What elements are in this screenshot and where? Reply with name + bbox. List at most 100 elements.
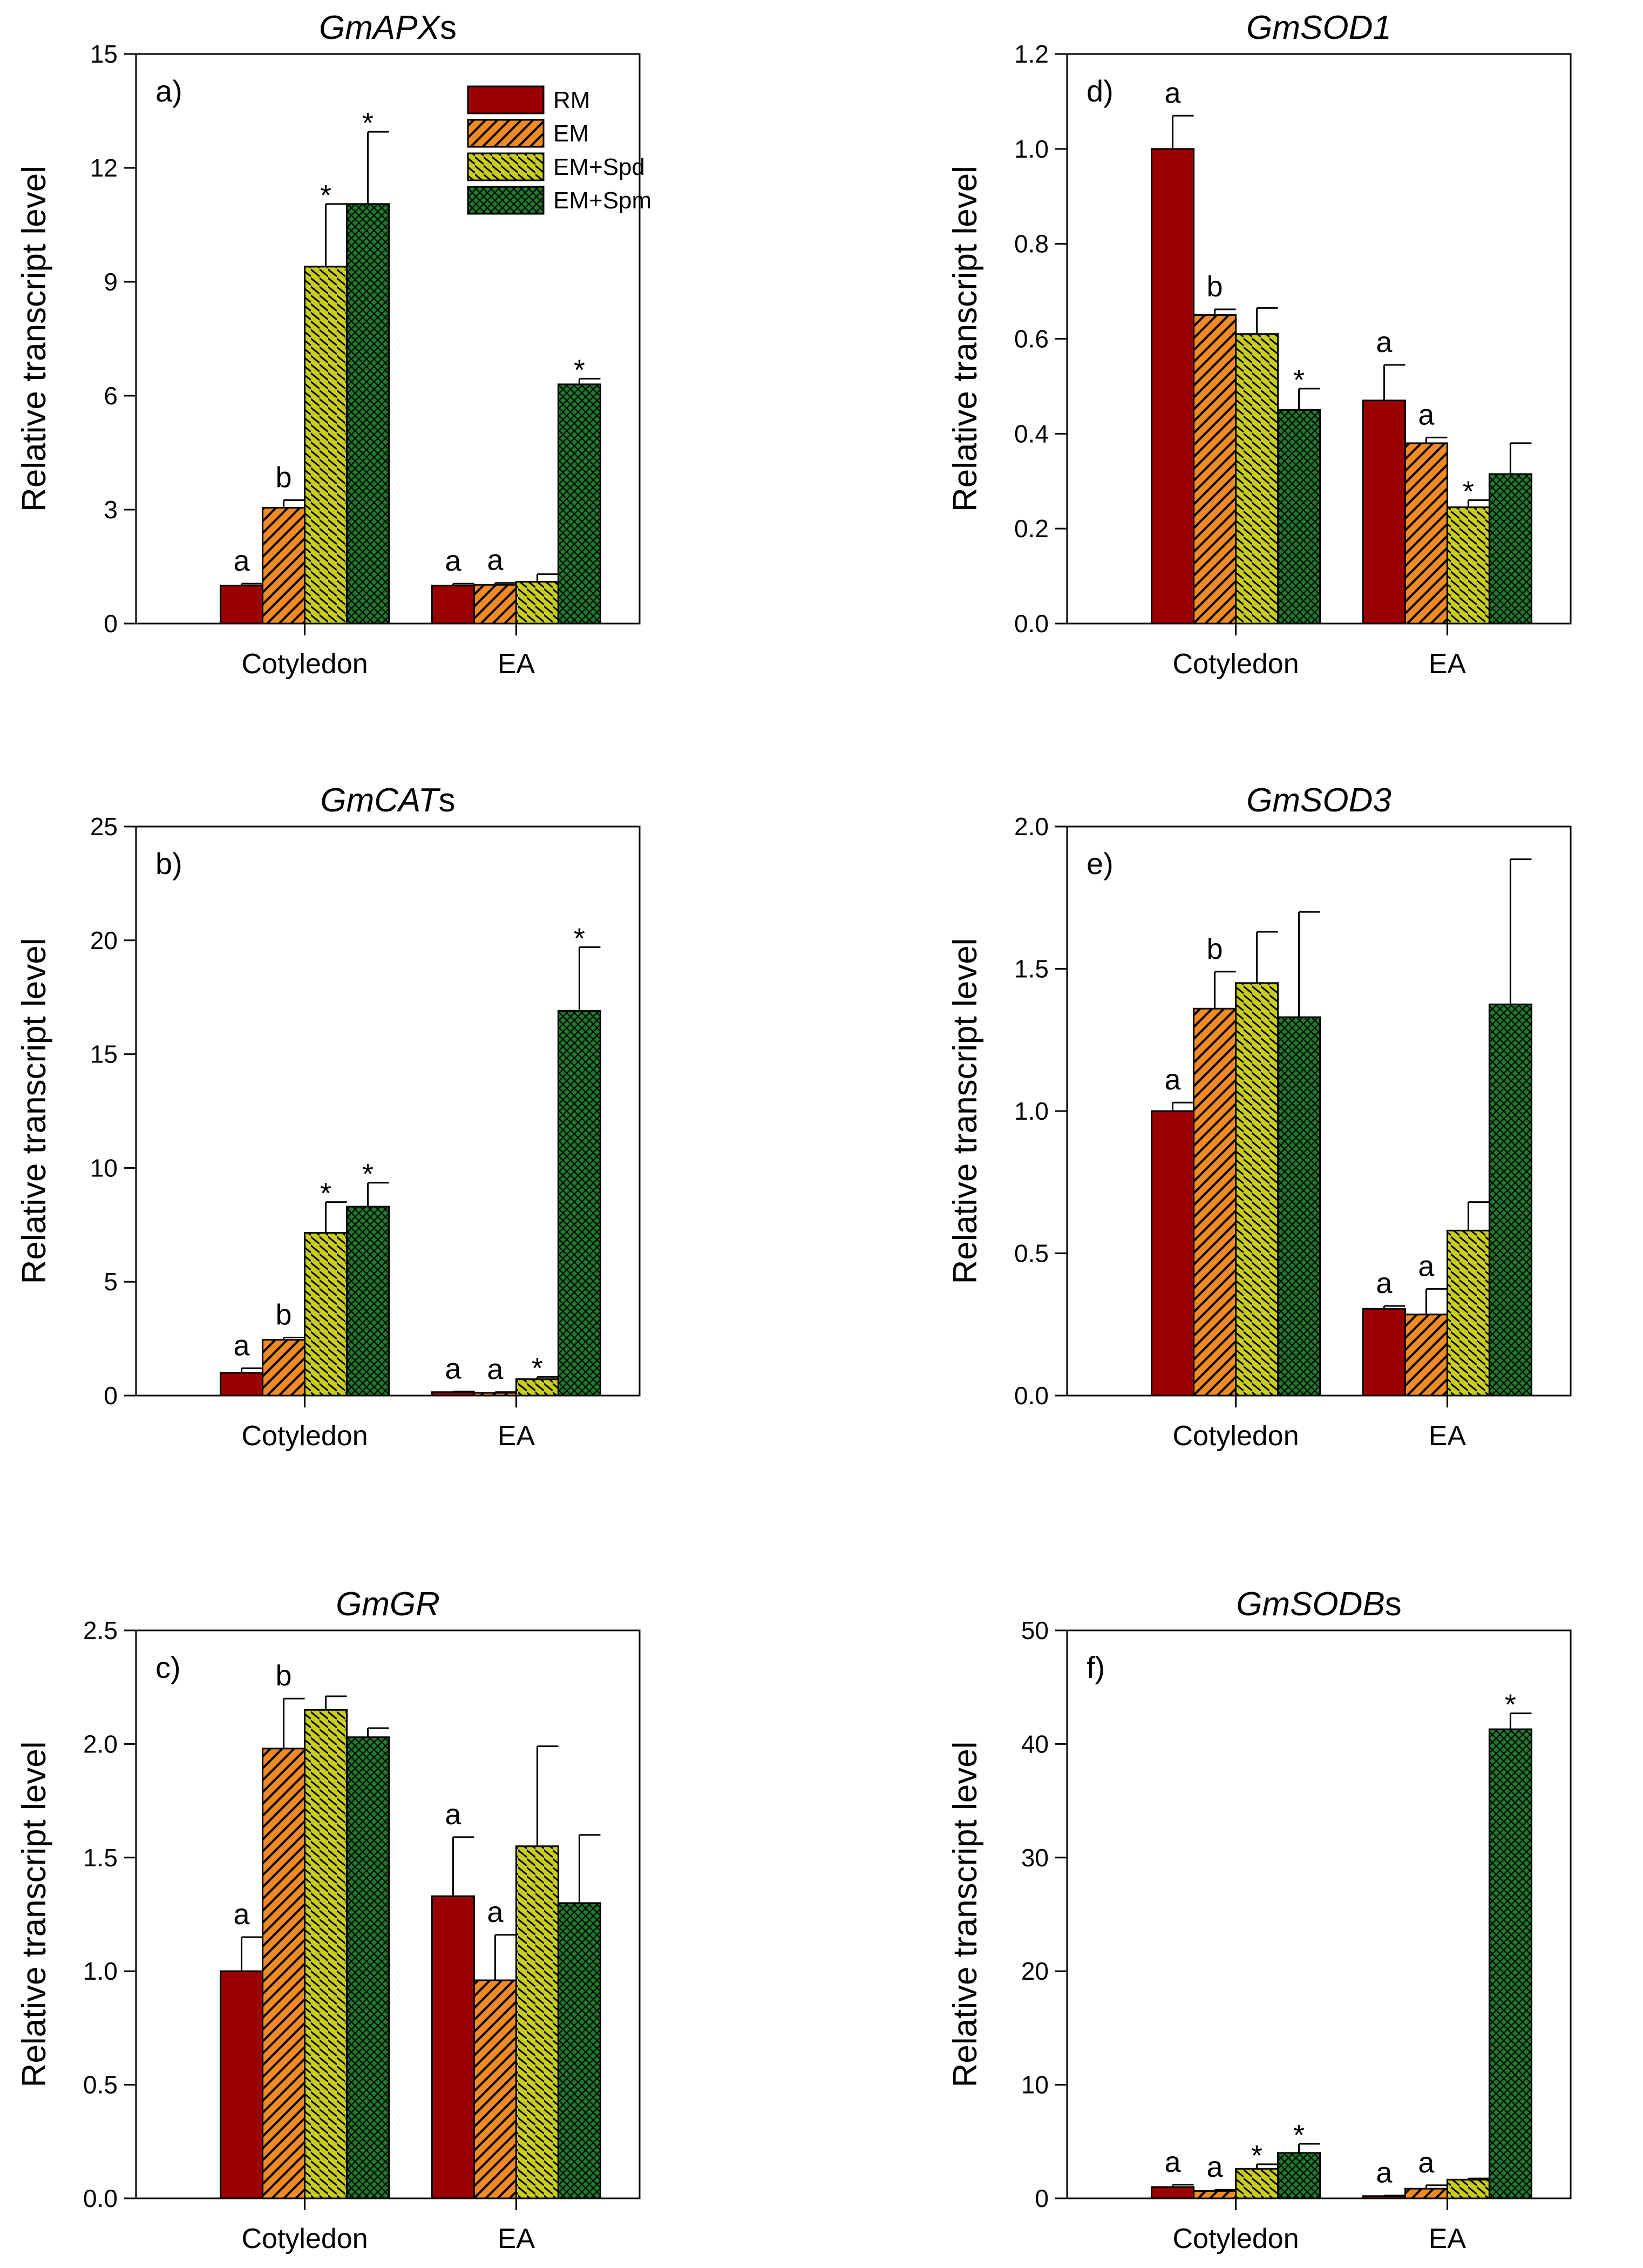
- x-tick-label: Cotyledon: [1172, 648, 1299, 680]
- panel-letter: b): [155, 847, 182, 881]
- panel-letter: c): [155, 1650, 181, 1684]
- x-tick-label: EA: [1429, 1420, 1467, 1452]
- significance-label: *: [1293, 2119, 1305, 2151]
- significance-label: *: [1251, 2140, 1262, 2172]
- bar-em-ea: [473, 584, 517, 625]
- y-tick-label: 2.0: [83, 1730, 118, 1758]
- x-tick-label: Cotyledon: [1172, 1420, 1299, 1452]
- y-tick-label: 2.5: [83, 1616, 118, 1644]
- y-tick-label: 2.0: [1014, 813, 1049, 841]
- bar-em-spd-ea: [1446, 2178, 1490, 2199]
- y-tick-label: 1.5: [1014, 955, 1049, 983]
- y-tick-label: 9: [104, 268, 118, 296]
- chart-title-gene: GmAPX: [319, 9, 442, 46]
- significance-label: a: [1207, 2151, 1224, 2183]
- significance-label: *: [362, 107, 374, 139]
- y-tick-label: 30: [1021, 1844, 1049, 1872]
- bar-rm-ea: [1362, 1308, 1406, 1397]
- x-tick-label: Cotyledon: [241, 2223, 368, 2255]
- y-tick-label: 12: [90, 154, 118, 182]
- chart-panel-f: GmSODBs 0 10 20 30 40 50 Relative transcript le…: [947, 1586, 1572, 2255]
- significance-label: *: [320, 1177, 331, 1210]
- significance-label: *: [1505, 1689, 1516, 1721]
- chart-panel-a: GmAPXs 0 3 6 9 12 15 Relative transcript level a…: [16, 9, 651, 680]
- y-axis-label: Relative transcript level: [947, 1742, 984, 2088]
- bar-em-spd-ea: [1446, 506, 1490, 625]
- y-tick-label: 25: [90, 813, 118, 841]
- chart-panel-d: GmSOD1 0.0 0.2 0.4 0.6 0.8 1.0 1.2 Relative tran…: [947, 9, 1572, 680]
- bar-em-spd-ea: [1446, 1229, 1490, 1397]
- bar-rm-ea: [431, 1895, 475, 2199]
- y-tick-label: 5: [104, 1268, 118, 1296]
- bar-rm-ea: [431, 585, 475, 625]
- significance-label: a: [234, 545, 250, 577]
- bar-em-cotyledon: [262, 1339, 306, 1397]
- significance-label: a: [234, 1898, 250, 1931]
- y-tick-label: 10: [90, 1154, 118, 1182]
- bar-em-ea: [473, 1392, 517, 1397]
- bar-em-spd-cotyledon: [304, 266, 348, 625]
- y-tick-label: 15: [90, 40, 118, 68]
- bar-rm-cotyledon: [220, 585, 264, 625]
- x-tick-label: Cotyledon: [241, 1420, 368, 1452]
- x-tick-label: EA: [1429, 648, 1467, 680]
- y-axis-label: Relative transcript level: [16, 166, 53, 512]
- bar-em-spm-ea: [557, 1010, 601, 1397]
- chart-title: GmSOD1: [1246, 9, 1391, 46]
- y-tick-label: 0.0: [1014, 610, 1049, 638]
- significance-label: *: [574, 354, 585, 386]
- x-tick-label: Cotyledon: [241, 648, 368, 680]
- significance-label: a: [445, 1798, 461, 1831]
- significance-label: a: [1376, 326, 1393, 358]
- bar-em-spm-ea: [1488, 1728, 1532, 2199]
- chart-title-gene: GmSODB: [1236, 1586, 1385, 1623]
- bar-em-spm-ea: [1488, 1003, 1532, 1397]
- y-tick-label: 20: [1021, 1957, 1049, 1985]
- significance-label: a: [1165, 77, 1182, 109]
- bar-rm-cotyledon: [220, 1372, 264, 1397]
- significance-label: a: [1418, 1250, 1435, 1282]
- bar-em-spm-ea: [1488, 473, 1532, 625]
- bar-rm-cotyledon: [1151, 1110, 1195, 1397]
- y-tick-label: 0: [104, 1382, 118, 1410]
- chart-title-gene: GmSOD1: [1246, 9, 1391, 46]
- y-tick-label: 0.5: [1014, 1240, 1049, 1268]
- chart-title: GmSOD3: [1246, 782, 1391, 819]
- bar-em-spm-cotyledon: [346, 203, 390, 625]
- chart-title: GmCATs: [320, 782, 455, 819]
- bar-em-cotyledon: [1193, 1007, 1237, 1397]
- y-tick-label: 10: [1021, 2071, 1049, 2099]
- y-tick-label: 1.2: [1014, 40, 1049, 68]
- y-axis-label: Relative transcript level: [16, 1742, 53, 2088]
- significance-label: *: [320, 179, 331, 212]
- chart-panel-e: GmSOD3 0.0 0.5 1.0 1.5 2.0 Relative transcript…: [947, 782, 1572, 1452]
- legend-label-em-spm: EM+Spm: [553, 187, 651, 214]
- bar-em-spd-cotyledon: [1235, 2168, 1279, 2199]
- y-tick-label: 1.0: [1014, 1097, 1049, 1125]
- bar-em-cotyledon: [262, 1748, 306, 2199]
- bar-em-spm-cotyledon: [346, 1206, 390, 1397]
- panel-letter: f): [1087, 1650, 1105, 1684]
- chart-title-gene: GmSOD3: [1246, 782, 1391, 819]
- significance-label: a: [1165, 2146, 1182, 2178]
- bar-em-spm-cotyledon: [1277, 2152, 1321, 2199]
- y-tick-label: 0.2: [1014, 514, 1049, 543]
- significance-label: b: [276, 1298, 292, 1331]
- significance-label: *: [1293, 364, 1305, 396]
- y-tick-label: 0.5: [83, 2071, 118, 2099]
- bar-em-ea: [1404, 1314, 1448, 1397]
- bar-em-spd-cotyledon: [1235, 982, 1279, 1397]
- bar-em-spm-cotyledon: [346, 1736, 390, 2199]
- legend: RM EM EM+Spd EM+Spm: [467, 85, 651, 215]
- bar-em-spm-cotyledon: [1277, 1016, 1321, 1397]
- legend-swatch-em-spd: [467, 152, 545, 181]
- y-tick-label: 1.5: [83, 1844, 118, 1872]
- bar-em-spd-cotyledon: [304, 1709, 348, 2199]
- significance-label: b: [276, 461, 292, 493]
- significance-label: a: [487, 1896, 504, 1928]
- bar-em-cotyledon: [262, 506, 306, 625]
- y-tick-label: 0.8: [1014, 230, 1049, 258]
- bar-em-spm-ea: [557, 383, 601, 625]
- y-tick-label: 1.0: [83, 1957, 118, 1985]
